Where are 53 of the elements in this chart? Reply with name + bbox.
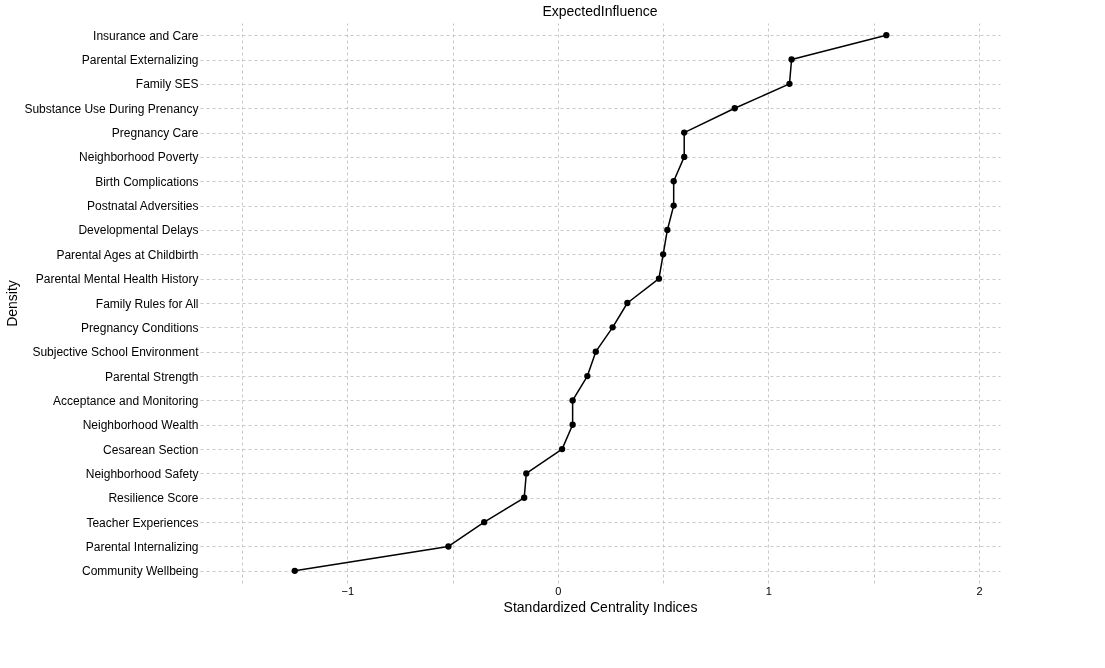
point <box>660 251 667 258</box>
x-tick-label: 2 <box>976 584 983 597</box>
point <box>624 299 631 307</box>
point <box>569 397 576 404</box>
y-tick-label: Neighborhood Wealth <box>82 418 199 433</box>
y-tick-label: Birth Complications <box>95 174 199 189</box>
point <box>664 226 671 234</box>
x-tick-label: −1 <box>341 584 355 597</box>
y-tick-label: Insurance and Care <box>93 28 199 43</box>
point <box>731 105 738 112</box>
point <box>592 348 599 355</box>
point <box>609 324 616 331</box>
y-tick-label: Family SES <box>135 77 199 92</box>
point <box>655 275 663 282</box>
y-tick-label: Postnatal Adversities <box>87 199 199 214</box>
y-tick-label: Subjective School Environment <box>32 345 200 360</box>
point <box>786 80 793 88</box>
y-tick-label: Parental Ages at Childbirth <box>56 247 199 262</box>
point <box>291 567 298 574</box>
y-tick-label: Family Rules for All <box>95 296 199 311</box>
y-tick-label: Pregnancy Conditions <box>81 320 199 335</box>
point <box>670 178 677 185</box>
y-tick-label: Pregnancy Care <box>111 126 199 141</box>
point <box>681 129 688 136</box>
y-tick-label: Developmental Delays <box>78 223 199 238</box>
y-tick-label: Parental Externalizing <box>81 53 199 68</box>
y-axis-title: Density <box>4 280 21 327</box>
y-tick-label: Neighborhood Poverty <box>79 150 199 165</box>
y-tick-label: Cesarean Section <box>103 442 199 457</box>
y-tick-label: Substance Use During Prenancy <box>24 101 199 116</box>
x-tick-label: 0 <box>555 584 562 597</box>
point <box>445 543 452 550</box>
y-tick-label: Community Wellbeing <box>82 564 199 579</box>
point <box>788 56 795 63</box>
point <box>584 372 591 380</box>
point <box>569 421 576 428</box>
y-tick-label: Parental Strength <box>105 369 199 384</box>
x-tick-label: 1 <box>765 584 772 597</box>
y-tick-label: Teacher Experiences <box>86 515 199 530</box>
point <box>558 445 566 453</box>
point <box>883 32 890 39</box>
point <box>681 153 688 161</box>
point <box>481 518 488 526</box>
point <box>670 202 677 209</box>
point <box>523 470 530 477</box>
chart-title: ExpectedInfluence <box>542 3 658 19</box>
x-axis-title: Standardized Centrality Indices <box>503 598 698 615</box>
y-tick-label: Parental Mental Health History <box>35 272 199 287</box>
y-tick-label: Neighborhood Safety <box>85 466 199 481</box>
y-tick-label: Acceptance and Monitoring <box>53 393 199 408</box>
y-tick-label: Parental Internalizing <box>85 539 199 554</box>
point <box>521 494 528 501</box>
y-tick-label: Resilience Score <box>108 491 199 506</box>
